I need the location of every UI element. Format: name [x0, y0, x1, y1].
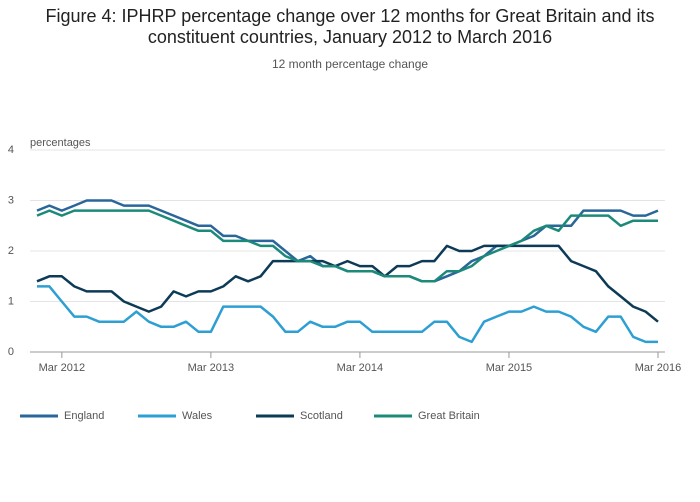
- y-tick-label: 0: [8, 346, 14, 358]
- x-tick-label: Mar 2012: [39, 362, 85, 374]
- chart-title: Figure 4: IPHRP percentage change over 1…: [45, 6, 655, 47]
- line-series: [36, 244, 659, 323]
- line-series: [36, 199, 659, 283]
- chart-subtitle: 12 month percentage change: [271, 57, 429, 71]
- x-tick-label: Mar 2013: [188, 362, 234, 374]
- y-tick-label: 1: [8, 295, 14, 307]
- legend-label: Scotland: [300, 410, 343, 422]
- line-series: [36, 209, 658, 283]
- x-tick-label: Mar 2016: [635, 362, 681, 374]
- x-tick-label: Mar 2015: [486, 362, 532, 374]
- y-tick-label: 2: [8, 245, 14, 257]
- line-series: [37, 285, 658, 344]
- legend-label: Great Britain: [418, 410, 480, 422]
- legend-label: Wales: [182, 410, 213, 422]
- y-tick-label: 3: [8, 194, 14, 206]
- y-axis-label: percentages: [30, 137, 91, 149]
- y-tick-label: 4: [8, 144, 14, 156]
- x-tick-label: Mar 2014: [337, 362, 383, 374]
- legend-label: England: [64, 410, 104, 422]
